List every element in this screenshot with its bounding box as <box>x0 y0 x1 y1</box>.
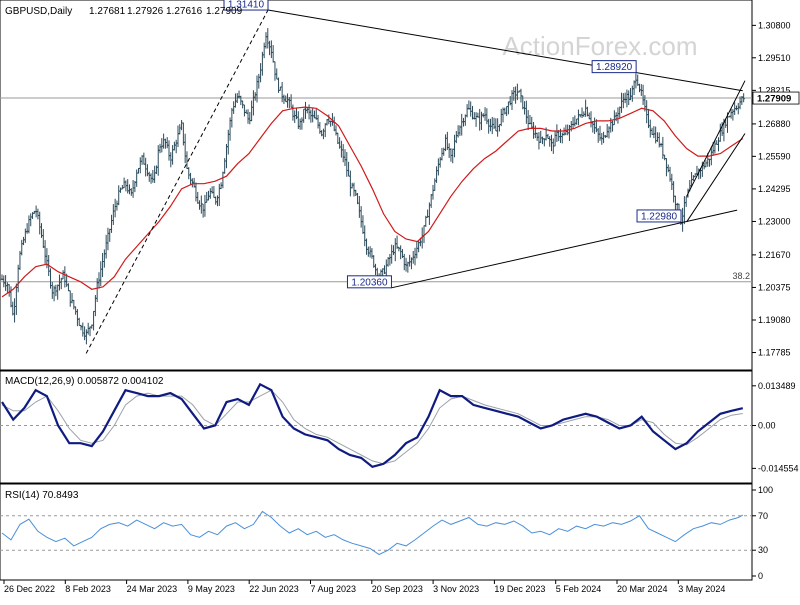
fib-level-label: 38.2 <box>732 271 750 281</box>
x-tick-label: 3 Nov 2023 <box>433 584 479 594</box>
x-tick-label: 24 Mar 2023 <box>127 584 178 594</box>
price-annotation: 1.22980 <box>636 209 682 223</box>
moving-average-line <box>1 106 744 298</box>
x-axis: 26 Dec 2022 8 Feb 2023 24 Mar 2023 9 May 20… <box>3 580 725 594</box>
trend-line <box>391 209 738 289</box>
x-tick-label: 3 May 2024 <box>678 584 725 594</box>
x-tick-label: 5 Feb 2024 <box>556 584 602 594</box>
macd-title: MACD(12,26,9) 0.005872 0.004102 <box>5 376 164 387</box>
x-tick-label: 9 May 2023 <box>188 584 235 594</box>
y-tick-label: 1.25590 <box>758 151 791 161</box>
macd-signal-line <box>1 389 743 465</box>
x-tick-label: 8 Feb 2023 <box>65 584 111 594</box>
y-tick-label: 1.26880 <box>758 119 791 129</box>
y-tick-label: 0.00 <box>758 421 776 431</box>
y-tick-label: 1.28215 <box>758 85 791 95</box>
rsi-panel-frame <box>0 483 753 581</box>
x-tick-label: 7 Aug 2023 <box>311 584 357 594</box>
y-tick-label: -0.014554 <box>758 463 799 473</box>
price-panel-title: GBPUSD,Daily <box>5 6 72 17</box>
ohlc-readout: 1.27681 1.27926 1.27616 1.27909 <box>89 6 243 17</box>
price-annotation-text: 1.31410 <box>228 0 265 11</box>
y-tick-label: 1.17785 <box>758 348 791 358</box>
candles-group <box>0 28 745 345</box>
rsi-line <box>1 510 744 556</box>
y-tick-label: 1.19080 <box>758 315 791 325</box>
y-tick-label: 0 <box>758 571 763 581</box>
price-annotation: 1.28920 <box>591 60 637 74</box>
ohlc-close: 1.27909 <box>206 6 243 17</box>
macd-panel-frame <box>0 370 753 484</box>
candle <box>742 93 745 103</box>
y-tick-label: 1.20375 <box>758 282 791 292</box>
trend-line <box>267 9 743 92</box>
price-annotation-text: 1.20360 <box>351 277 388 288</box>
x-tick-label: 22 Jun 2023 <box>249 584 299 594</box>
current-price-marker: 1.27909 <box>752 91 800 105</box>
x-tick-label: 26 Dec 2022 <box>4 584 55 594</box>
rsi-panel: 100 70 30 0 RSI(14) 70.8493 <box>0 483 773 581</box>
macd-line <box>1 382 744 469</box>
y-tick-label: 1.23000 <box>758 216 791 226</box>
y-tick-label: 70 <box>758 511 768 521</box>
y-tick-label: 30 <box>758 545 768 555</box>
price-annotation: 1.20360 <box>346 275 392 289</box>
trend-line <box>686 133 746 223</box>
watermark: ActionForex.com <box>502 31 697 61</box>
price-annotation-text: 1.28920 <box>596 62 633 73</box>
y-tick-label: 0.013489 <box>758 381 796 391</box>
x-tick-label: 20 Sep 2023 <box>372 584 423 594</box>
y-tick-label: 100 <box>758 485 773 495</box>
x-tick-label: 20 Mar 2024 <box>617 584 668 594</box>
rsi-title: RSI(14) 70.8493 <box>5 490 79 501</box>
y-tick-label: 1.24295 <box>758 184 791 194</box>
y-tick-label: 1.30800 <box>758 20 791 30</box>
ohlc-open: 1.27681 <box>89 6 126 17</box>
y-tick-label: 1.21670 <box>758 250 791 260</box>
macd-panel: 0.013489 0.00 -0.014554 MACD(12,26,9) 0.00… <box>0 370 799 484</box>
current-price-label: 1.27909 <box>757 94 791 105</box>
y-tick-label: 1.29510 <box>758 53 791 63</box>
price-panel-frame <box>0 0 753 371</box>
ohlc-low: 1.27616 <box>166 6 203 17</box>
ohlc-high: 1.27926 <box>127 6 164 17</box>
trend-line <box>686 80 746 197</box>
x-tick-label: 19 Dec 2023 <box>494 584 545 594</box>
price-panel: 38.2 1.31410 1.28920 1.20360 1.22980 1.3080… <box>0 0 800 371</box>
price-annotation-text: 1.22980 <box>641 211 678 222</box>
price-annotation: 1.31410 <box>223 0 269 11</box>
dashed-trend-line <box>85 9 269 354</box>
